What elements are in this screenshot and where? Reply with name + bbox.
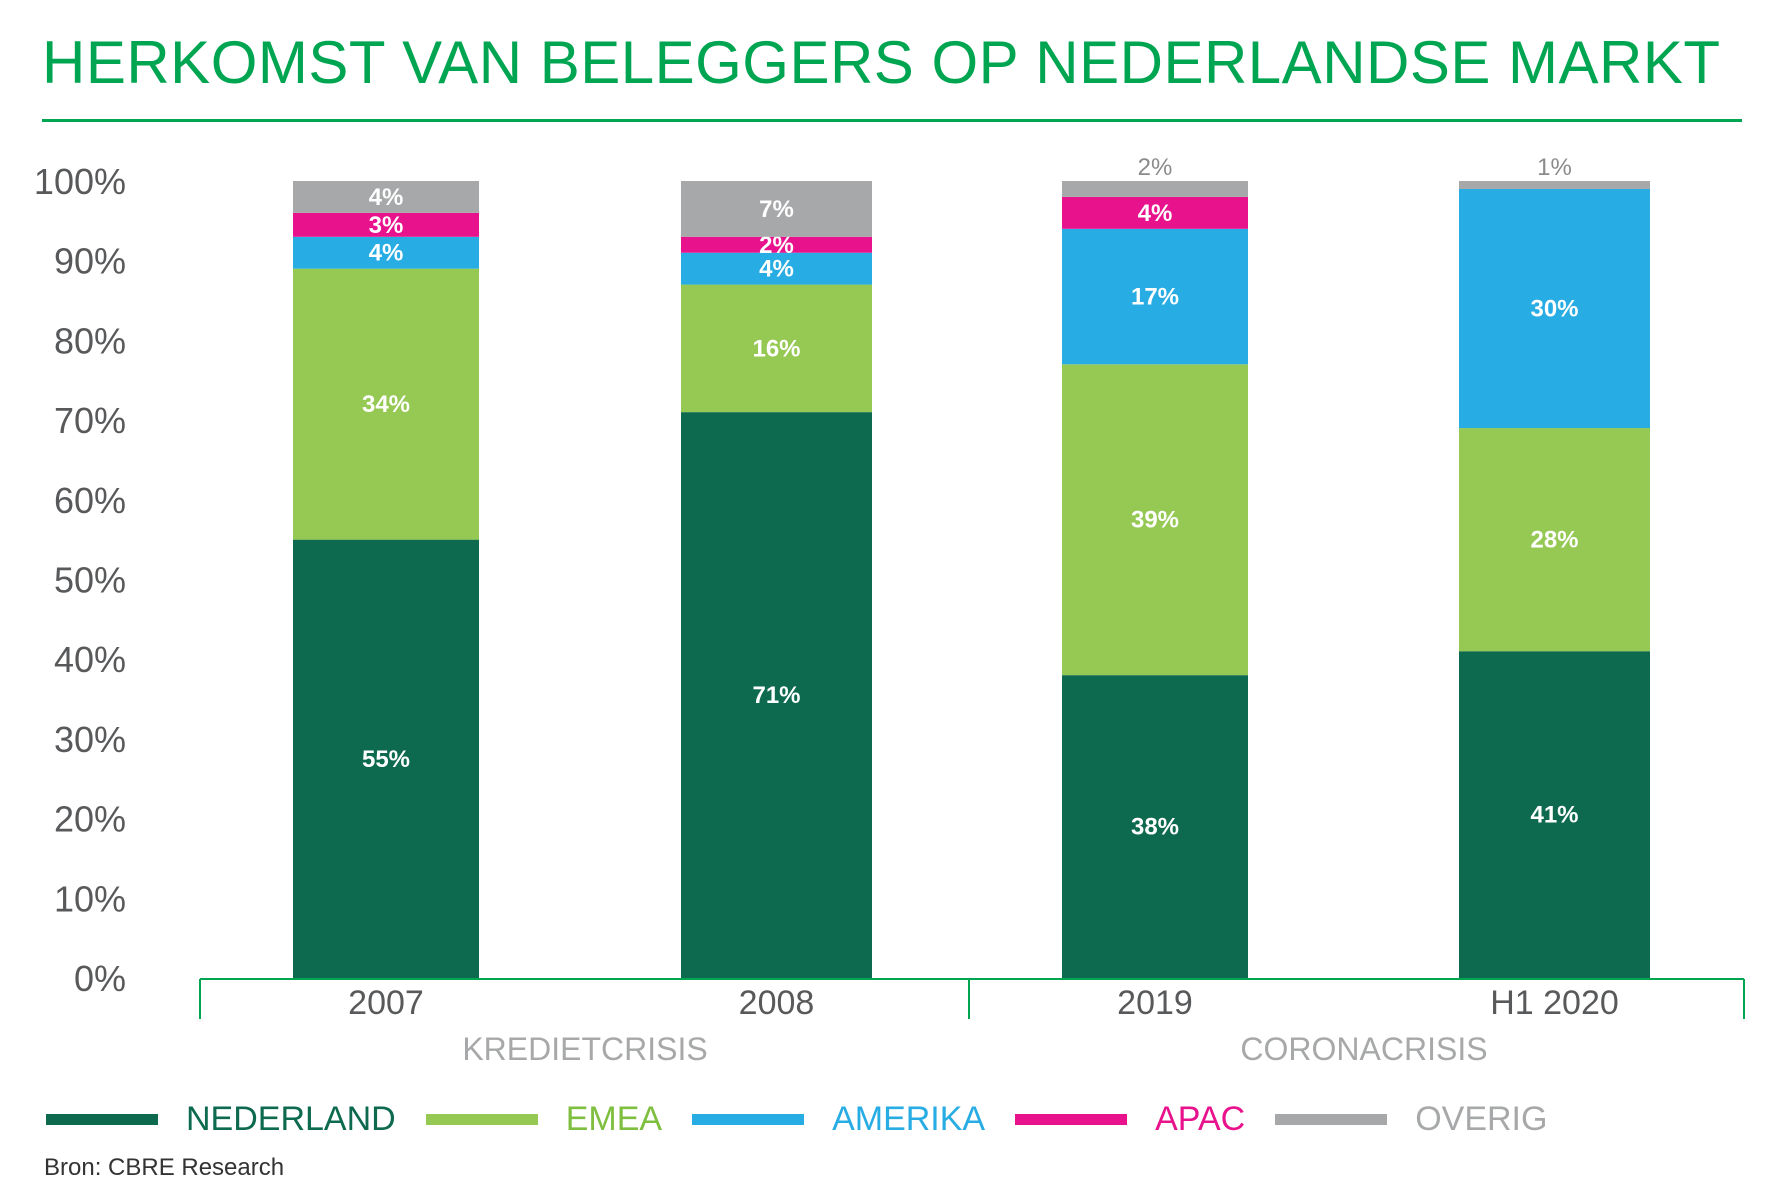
legend-item: EMEA <box>425 1099 663 1139</box>
bar-segment <box>293 236 479 269</box>
source-note: Bron: CBRE Research <box>44 1154 285 1181</box>
y-axis: 0% 10% 20% 30% 40% 50% 60% 70% 80% 90% 100% <box>34 161 126 999</box>
bar-segment <box>293 268 479 540</box>
data-label: 41% <box>1530 802 1578 829</box>
y-tick-label: 50% <box>54 560 126 601</box>
legend-swatch <box>425 1113 538 1125</box>
bars: 55%34%4%3%4%71%16%4%2%7%38%39%17%4%2%41%… <box>293 154 1650 978</box>
data-label: 71% <box>752 682 800 709</box>
y-tick-label: 20% <box>54 799 126 840</box>
bar-segment <box>1062 228 1248 365</box>
legend-label: AMERIKA <box>832 1099 986 1138</box>
bar-segment <box>681 181 872 237</box>
legend-label: APAC <box>1155 1099 1246 1138</box>
bar-segment <box>293 212 479 237</box>
data-label: 16% <box>752 335 800 362</box>
legend-item: NEDERLAND <box>46 1100 396 1139</box>
y-tick-label: 10% <box>54 878 126 919</box>
bar-segment <box>1459 188 1650 429</box>
bar-segment <box>1062 675 1248 978</box>
data-label: 39% <box>1131 507 1179 534</box>
chart-title: HERKOMST VAN BELEGGERS OP NEDERLANDSE MA… <box>42 29 1721 96</box>
legend-item: OVERIG <box>1275 1100 1547 1139</box>
legend-swatch <box>46 1113 158 1125</box>
title-rule <box>42 119 1742 122</box>
data-label: 17% <box>1131 284 1179 311</box>
x-tick-label: 2019 <box>1117 984 1193 1022</box>
data-label: 4% <box>369 240 404 267</box>
y-tick-label: 70% <box>54 400 126 441</box>
data-label: 34% <box>362 391 410 418</box>
y-tick-label: 40% <box>54 639 126 680</box>
group-label: KREDIETCRISIS <box>462 1031 707 1067</box>
data-label: 2% <box>1138 154 1173 181</box>
data-label: 4% <box>369 184 404 211</box>
data-label: 1% <box>1537 154 1572 181</box>
legend-swatch <box>1275 1113 1388 1125</box>
x-tick-label: 2007 <box>348 984 424 1022</box>
legend-item: AMERIKA <box>692 1100 985 1139</box>
group-label: CORONACRISIS <box>1240 1031 1487 1067</box>
bar-segment <box>1459 181 1650 189</box>
bar-segment <box>1062 364 1248 676</box>
bar-segment <box>681 412 872 978</box>
bar-segment <box>681 252 872 285</box>
x-tick-label: H1 2020 <box>1490 984 1619 1022</box>
bar-segment <box>1062 196 1248 229</box>
legend-label: EMEA <box>565 1099 663 1138</box>
y-tick-label: 90% <box>54 241 126 282</box>
legend: NEDERLAND EMEA AMERIKA APAC OVERIG <box>46 1094 1577 1144</box>
data-label: 28% <box>1530 527 1578 554</box>
legend-label: OVERIG <box>1415 1099 1548 1138</box>
bar-segment <box>293 181 479 213</box>
y-tick-label: 30% <box>54 719 126 760</box>
bar-segment <box>293 539 479 978</box>
stacked-bar-chart: 0% 10% 20% 30% 40% 50% 60% 70% 80% 90% 100% 55% 34%… <box>34 154 1745 1067</box>
x-axis: 2007 2008 2019 H1 2020 KREDIETCRISIS CORONACR… <box>199 978 1745 1067</box>
bar-segment <box>1062 181 1248 197</box>
y-tick-label: 60% <box>54 480 126 521</box>
bar-segment <box>681 284 872 413</box>
data-label: 3% <box>369 212 404 239</box>
bar-segment <box>1459 428 1650 652</box>
x-tick-label: 2008 <box>739 984 815 1022</box>
data-label: 38% <box>1131 814 1179 841</box>
bar-segment <box>681 236 872 253</box>
y-tick-label: 100% <box>34 161 126 202</box>
legend-swatch <box>1015 1113 1128 1125</box>
data-label: 4% <box>1138 200 1173 227</box>
legend-label: NEDERLAND <box>186 1099 396 1138</box>
bar-segment <box>1459 651 1650 978</box>
legend-item: APAC <box>1015 1100 1245 1139</box>
legend-swatch <box>692 1113 805 1125</box>
data-label: 7% <box>759 196 794 223</box>
y-tick-label: 80% <box>54 320 126 361</box>
data-label: 30% <box>1530 296 1578 323</box>
y-tick-label: 0% <box>74 958 126 999</box>
data-label: 4% <box>759 256 794 283</box>
data-label: 55% <box>362 746 410 773</box>
